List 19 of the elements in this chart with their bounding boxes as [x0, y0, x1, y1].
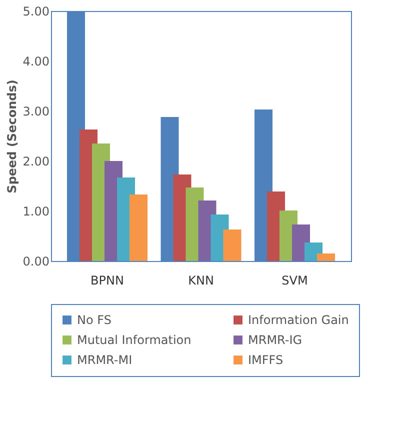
- bar: [223, 230, 242, 261]
- bar: [130, 194, 148, 261]
- x-tick-label: SVM: [282, 274, 308, 288]
- bar: [317, 254, 335, 261]
- y-tick-label: 0.00: [22, 254, 50, 268]
- legend-label: MRMR-MI: [77, 353, 132, 367]
- legend-label: Mutual Information: [77, 333, 192, 347]
- y-axis-title: Speed (Seconds): [4, 80, 19, 194]
- legend-label: IMFFS: [248, 353, 284, 367]
- y-tick-label: 5.00: [22, 4, 50, 18]
- legend-label: MRMR-IG: [248, 333, 302, 347]
- y-tick-label: 2.00: [22, 154, 50, 168]
- legend-label: No FS: [77, 313, 112, 327]
- x-tick-label: KNN: [188, 274, 214, 288]
- x-tick-label: BPNN: [90, 274, 124, 288]
- y-tick-label: 4.00: [22, 54, 50, 68]
- y-tick-label: 3.00: [22, 104, 50, 118]
- y-tick-label: 1.00: [22, 204, 50, 218]
- legend-label: Information Gain: [248, 313, 349, 327]
